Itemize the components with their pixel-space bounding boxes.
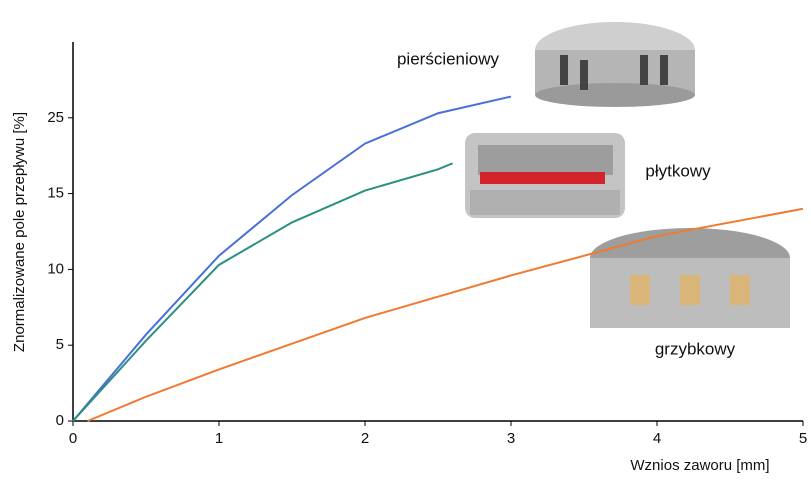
x-axis-label: Wznios zaworu [mm] (630, 457, 769, 474)
ring-valve-image (535, 22, 695, 107)
y-tick-label: 0 (56, 412, 64, 429)
x-tick-label: 0 (69, 430, 77, 447)
x-tick-label: 4 (653, 430, 661, 447)
series-label: pierścieniowy (397, 49, 500, 68)
x-tick-label: 3 (507, 430, 515, 447)
valve-illustrations (465, 22, 790, 328)
series-line (72, 162, 453, 422)
plate-valve-image (465, 133, 625, 218)
series-label: grzybkowy (655, 339, 736, 358)
x-tick-label: 5 (799, 430, 807, 447)
y-tick-label: 15 (47, 185, 64, 202)
series-line (87, 207, 804, 422)
y-tick-label: 5 (56, 336, 64, 353)
series-label: płytkowy (645, 161, 711, 180)
x-tick-label: 1 (215, 430, 223, 447)
y-tick-label: 10 (47, 260, 64, 277)
x-tick-label: 2 (361, 430, 369, 447)
poppet-valve-image (590, 228, 790, 328)
series-line (72, 95, 512, 422)
y-tick-label: 25 (47, 109, 64, 126)
y-axis-label: Znormalizowane pole przepływu [%] (11, 112, 28, 352)
